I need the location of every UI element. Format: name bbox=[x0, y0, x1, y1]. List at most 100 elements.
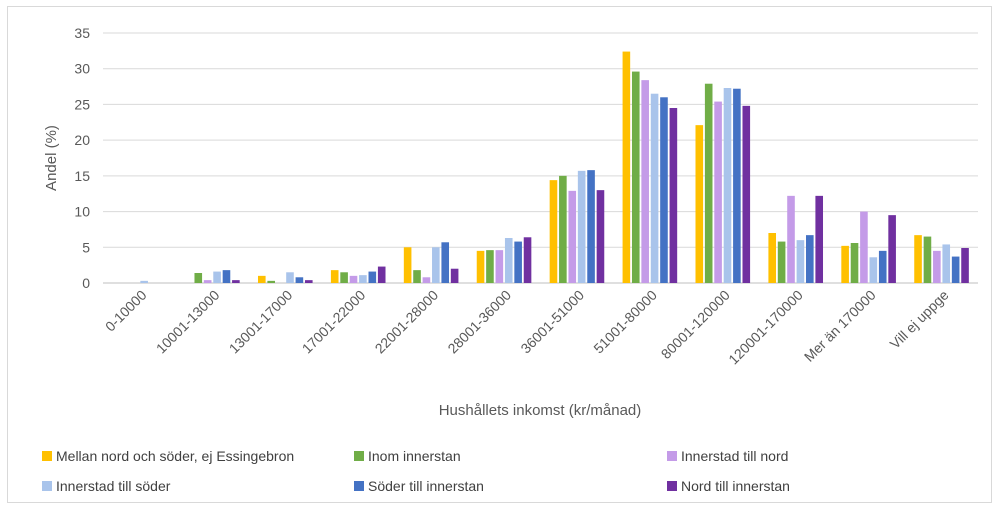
bar bbox=[359, 275, 367, 283]
bar bbox=[841, 245, 849, 283]
bar bbox=[140, 280, 148, 283]
bar bbox=[850, 243, 859, 283]
bar bbox=[377, 266, 386, 283]
x-tick-label: 80001-120000 bbox=[658, 287, 733, 362]
bar bbox=[815, 195, 824, 283]
legend-swatch bbox=[667, 451, 677, 461]
y-tick-label: 20 bbox=[74, 132, 90, 148]
bar bbox=[742, 105, 751, 283]
bar bbox=[568, 190, 577, 283]
x-tick-label: 0-10000 bbox=[102, 287, 150, 335]
bar bbox=[422, 277, 431, 283]
bar bbox=[796, 240, 805, 283]
legend-swatch bbox=[354, 451, 364, 461]
y-tick-label: 0 bbox=[82, 275, 90, 291]
bar bbox=[650, 93, 659, 283]
bar bbox=[622, 51, 631, 284]
bar bbox=[723, 88, 732, 283]
bar bbox=[860, 211, 868, 283]
bar bbox=[403, 247, 412, 283]
bar bbox=[888, 215, 896, 283]
x-tick-label: 28001-36000 bbox=[444, 287, 514, 357]
bar bbox=[559, 175, 567, 283]
legend-label: Innerstad till söder bbox=[56, 478, 171, 494]
legend-swatch bbox=[42, 481, 52, 491]
x-tick-label: 120001-170000 bbox=[725, 287, 806, 368]
bar bbox=[486, 250, 494, 283]
bar bbox=[476, 250, 485, 283]
x-tick-label: 22001-28000 bbox=[372, 287, 442, 357]
bar bbox=[349, 275, 358, 283]
bar bbox=[304, 280, 313, 283]
bar bbox=[951, 256, 960, 283]
bar bbox=[413, 270, 421, 283]
bars bbox=[140, 51, 969, 284]
legend-label: Söder till innerstan bbox=[368, 478, 484, 494]
bar bbox=[733, 88, 741, 283]
bar bbox=[232, 280, 240, 283]
bar bbox=[441, 242, 450, 283]
bar bbox=[257, 275, 266, 283]
legend: Mellan nord och söder, ej Essingebron Ino… bbox=[42, 448, 790, 494]
bar bbox=[523, 237, 532, 283]
legend-swatch bbox=[42, 451, 52, 461]
bar bbox=[787, 195, 795, 283]
y-axis-title: Andel (%) bbox=[43, 125, 60, 191]
x-tick-labels: 0-10000 10001-13000 13001-17000 17001-22000… bbox=[102, 287, 952, 368]
legend-label: Inom innerstan bbox=[368, 448, 461, 464]
legend-label: Mellan nord och söder, ej Essingebron bbox=[56, 448, 294, 464]
y-tick-labels: 0 5 10 15 20 25 30 35 bbox=[74, 25, 90, 291]
x-tick-label: Vill ej uppge bbox=[887, 287, 952, 352]
bar bbox=[450, 268, 459, 283]
bar bbox=[942, 244, 951, 283]
x-axis-title: Hushållets inkomst (kr/månad) bbox=[439, 402, 642, 419]
bar bbox=[495, 250, 504, 283]
y-tick-label: 30 bbox=[74, 61, 90, 77]
bar bbox=[777, 241, 786, 283]
bar bbox=[514, 241, 522, 283]
x-tick-label: 36001-51000 bbox=[517, 287, 587, 357]
gridlines bbox=[103, 32, 978, 284]
bar bbox=[340, 272, 348, 283]
y-tick-label: 35 bbox=[74, 25, 90, 41]
bar bbox=[631, 71, 640, 283]
x-tick-label: Mer än 170000 bbox=[801, 287, 879, 365]
bar bbox=[194, 273, 203, 283]
bar bbox=[286, 272, 294, 283]
bar bbox=[587, 170, 595, 283]
legend-swatch bbox=[667, 481, 677, 491]
x-tick-label: 10001-13000 bbox=[153, 287, 223, 357]
bar bbox=[577, 170, 586, 283]
y-tick-label: 5 bbox=[82, 239, 90, 255]
bar bbox=[923, 236, 932, 283]
legend-label: Innerstad till nord bbox=[681, 448, 788, 464]
bar bbox=[432, 247, 440, 283]
bar bbox=[330, 270, 339, 283]
bar bbox=[768, 233, 777, 283]
bar bbox=[961, 248, 969, 283]
x-tick-label: 51001-80000 bbox=[590, 287, 660, 357]
bar bbox=[596, 190, 605, 283]
y-tick-label: 25 bbox=[74, 96, 90, 112]
bar bbox=[641, 80, 649, 284]
bar bbox=[295, 277, 304, 283]
legend-swatch bbox=[354, 481, 364, 491]
bar bbox=[869, 257, 878, 283]
y-tick-label: 10 bbox=[74, 204, 90, 220]
bar bbox=[368, 271, 377, 283]
bar bbox=[660, 97, 668, 284]
bar bbox=[267, 280, 275, 283]
bar bbox=[933, 250, 941, 283]
bar bbox=[203, 280, 212, 283]
x-tick-label: 13001-17000 bbox=[226, 287, 296, 357]
bar bbox=[878, 250, 887, 283]
bar bbox=[669, 108, 678, 283]
bar bbox=[695, 125, 704, 284]
y-tick-label: 15 bbox=[74, 168, 90, 184]
bar bbox=[704, 83, 713, 283]
bar bbox=[714, 101, 722, 283]
bar bbox=[806, 235, 814, 283]
bar bbox=[504, 238, 513, 283]
x-tick-label: 17001-22000 bbox=[299, 287, 369, 357]
bar bbox=[549, 180, 558, 283]
